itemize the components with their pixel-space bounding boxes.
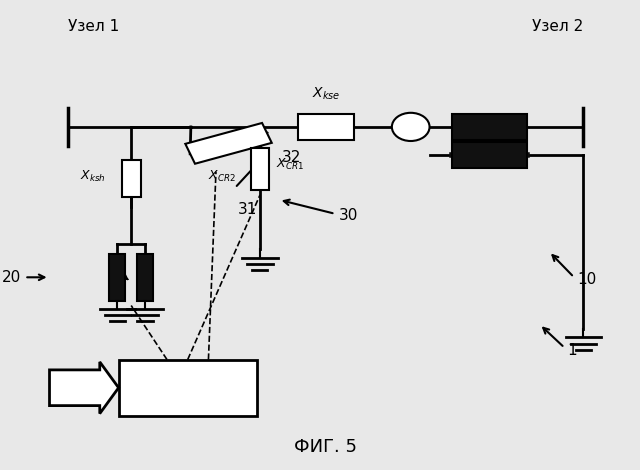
Text: $X_{kse}$: $X_{kse}$: [312, 86, 340, 102]
Text: 1: 1: [568, 343, 577, 358]
Text: $\alpha$: $\alpha$: [404, 121, 417, 136]
Bar: [298, 114, 354, 140]
Circle shape: [392, 113, 429, 141]
Text: 10: 10: [577, 272, 596, 287]
Text: 20: 20: [2, 270, 21, 285]
Text: $X_{CR1}$: $X_{CR1}$: [276, 157, 303, 172]
Bar: [122, 160, 141, 197]
Bar: [109, 254, 125, 301]
Bar: [118, 360, 257, 416]
Text: 40: 40: [175, 378, 201, 398]
Text: ФИГ. 5: ФИГ. 5: [294, 438, 357, 456]
Text: $X_{CR2}$: $X_{CR2}$: [208, 169, 236, 184]
Text: Узел 2: Узел 2: [532, 19, 584, 34]
Bar: [452, 142, 527, 168]
Text: $X_{ksh}$: $X_{ksh}$: [81, 169, 106, 184]
Text: 32: 32: [282, 150, 301, 165]
Bar: [250, 148, 269, 190]
Bar: [137, 254, 153, 301]
Bar: [452, 114, 527, 140]
Bar: [186, 123, 272, 164]
Text: 30: 30: [339, 208, 358, 223]
Text: Узел 1: Узел 1: [68, 19, 120, 34]
Text: 31: 31: [237, 202, 257, 217]
Polygon shape: [49, 362, 118, 414]
